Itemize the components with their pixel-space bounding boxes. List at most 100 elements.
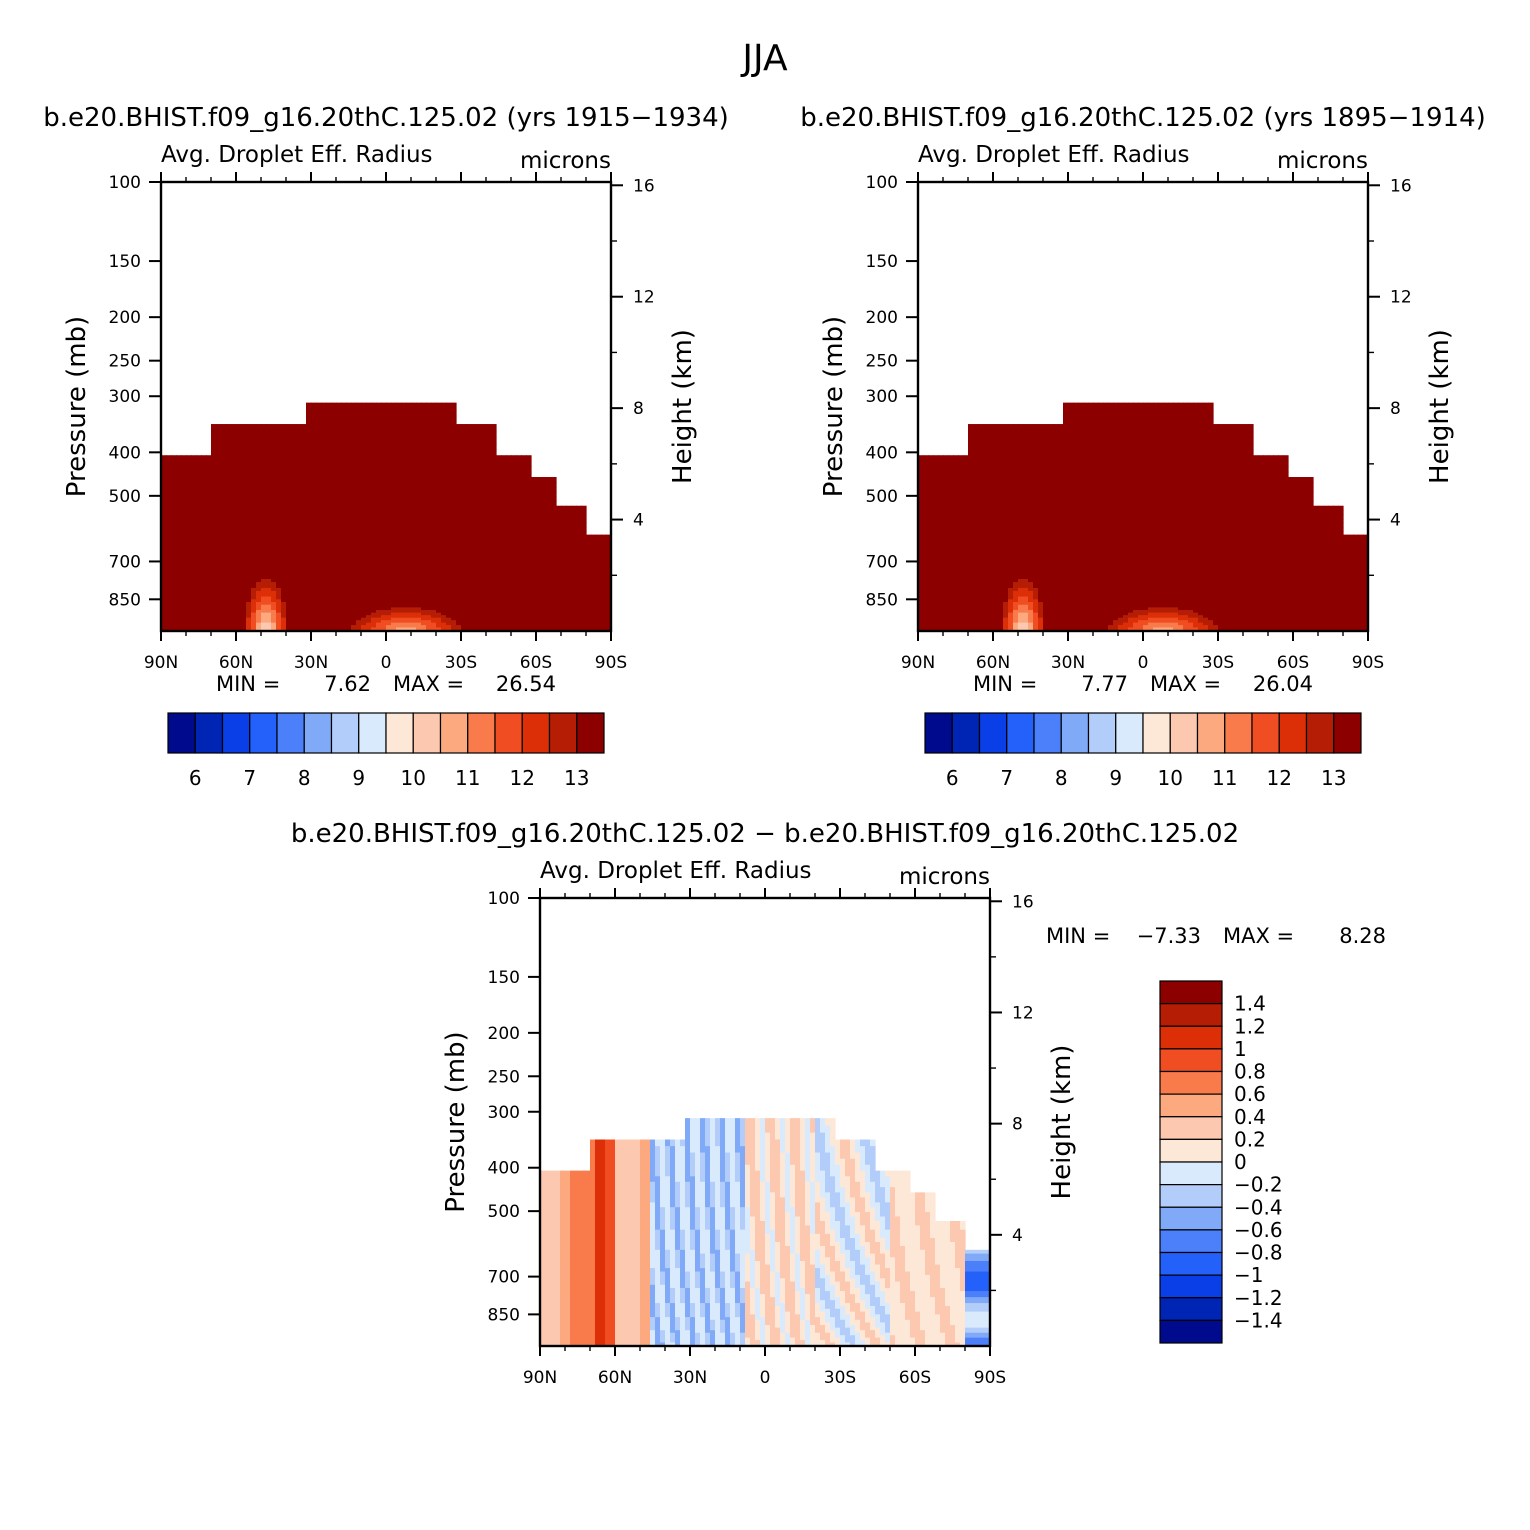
colorbar-swatch xyxy=(1159,1184,1223,1208)
x-axis: 90N 60N 30N 0 30S 60S 90S xyxy=(901,172,1384,673)
colorbar-label: 0.2 xyxy=(1234,1127,1266,1151)
y2-tick-label: 16 xyxy=(1390,176,1412,196)
colorbar-label: 0.6 xyxy=(1234,1082,1266,1106)
colorbar-swatch xyxy=(467,712,496,754)
y-tick-label: 850 xyxy=(488,1305,520,1325)
colorbar-swatch xyxy=(439,712,469,754)
case-title: b.e20.BHIST.f09_g16.20thC.125.02 − b.e20… xyxy=(291,819,1239,849)
y2-tick-label: 8 xyxy=(633,399,644,419)
x-axis: 90N 60N 30N 0 30S 60S 90S xyxy=(144,172,627,673)
y-axis: 100 150 200 250 300 400 500 700 850 Pressure (mb) xyxy=(819,173,918,610)
min-max-readout: MIN = 7.77 MAX = 26.04 xyxy=(973,672,1313,696)
colorbar-swatch xyxy=(521,712,551,754)
colorbar-label: 13 xyxy=(564,766,589,790)
y2-tick-label: 12 xyxy=(1012,1003,1034,1023)
colorbar-label: −1.2 xyxy=(1234,1286,1283,1310)
y-tick-label: 500 xyxy=(866,487,898,507)
colorbar-swatch xyxy=(1159,980,1223,1005)
y-tick-label: 500 xyxy=(109,487,141,507)
y-tick-label: 700 xyxy=(488,1268,520,1288)
y-tick-label: 300 xyxy=(109,387,141,407)
min-max-readout: MIN = 7.62 MAX = 26.54 xyxy=(216,672,556,696)
colorbar-label: −0.4 xyxy=(1234,1195,1283,1219)
y-tick-label: 250 xyxy=(866,352,898,372)
colorbar-swatch xyxy=(1278,712,1308,754)
y-tick-label: 700 xyxy=(866,552,898,572)
case-title: b.e20.BHIST.f09_g16.20thC.125.02 (yrs 18… xyxy=(800,103,1486,133)
max-value: 26.54 xyxy=(496,672,556,696)
colorbar-swatch xyxy=(412,712,442,754)
figure-title: JJA xyxy=(740,38,788,79)
colorbar-swatch xyxy=(358,712,387,754)
max-label: MAX = xyxy=(1150,672,1221,696)
colorbar-label: 11 xyxy=(455,766,480,790)
y2-tick-label: 8 xyxy=(1390,399,1401,419)
colorbar-label: 12 xyxy=(1267,766,1292,790)
colorbar-swatch xyxy=(1159,1251,1223,1276)
colorbar-swatch xyxy=(1159,1070,1223,1095)
y-tick-label: 700 xyxy=(109,552,141,572)
colorbar-swatch xyxy=(167,712,196,754)
units-label: microns xyxy=(520,148,611,174)
y-tick-label: 200 xyxy=(488,1024,520,1044)
x-tick-label: 0 xyxy=(1138,653,1149,673)
colorbar-swatch xyxy=(924,712,953,754)
panel-left: b.e20.BHIST.f09_g16.20thC.125.02 (yrs 19… xyxy=(43,103,729,790)
colorbar: 6 7 8 9 10 11 12 13 xyxy=(167,712,605,790)
y-tick-label: 200 xyxy=(866,308,898,328)
colorbar-swatch xyxy=(385,712,414,754)
colorbar-swatch xyxy=(1159,1161,1223,1186)
colorbar-label: 9 xyxy=(352,766,365,790)
x-tick-label: 60N xyxy=(976,653,1010,673)
colorbar-label: 13 xyxy=(1321,766,1346,790)
y-tick-label: 250 xyxy=(109,352,141,372)
min-value: 7.77 xyxy=(1081,672,1128,696)
y-tick-label: 150 xyxy=(866,252,898,272)
colorbar-swatch xyxy=(1115,712,1144,754)
colorbar-swatch xyxy=(1159,1025,1223,1050)
colorbar-swatch xyxy=(303,712,333,754)
y-tick-label: 150 xyxy=(488,968,520,988)
x-tick-label: 0 xyxy=(760,1368,771,1388)
y-tick-label: 100 xyxy=(488,889,520,909)
colorbar-swatch xyxy=(1159,1206,1223,1231)
colorbar-swatch xyxy=(1159,1116,1223,1140)
colorbar-swatch xyxy=(1159,1319,1223,1344)
colorbar-label: 8 xyxy=(298,766,311,790)
y-tick-label: 400 xyxy=(109,443,141,463)
colorbar-swatch xyxy=(1159,1229,1223,1254)
colorbar-swatch xyxy=(330,712,360,754)
x-tick-label: 30S xyxy=(445,653,477,673)
colorbar-label: −1 xyxy=(1234,1263,1263,1287)
max-value: 8.28 xyxy=(1339,924,1386,948)
y-tick-label: 500 xyxy=(488,1202,520,1222)
y-tick-label: 300 xyxy=(866,387,898,407)
colorbar-swatch xyxy=(1159,1138,1223,1163)
colorbar-swatch xyxy=(951,712,981,754)
colorbar-label: 10 xyxy=(401,766,426,790)
variable-title: Avg. Droplet Eff. Radius xyxy=(540,858,812,884)
colorbar: 6 7 8 9 10 11 12 13 xyxy=(924,712,1362,790)
colorbar-label: 7 xyxy=(243,766,256,790)
colorbar-swatch xyxy=(1224,712,1253,754)
colorbar-label: 0.8 xyxy=(1234,1060,1266,1084)
colorbar-label: −0.8 xyxy=(1234,1241,1283,1265)
y2-tick-label: 12 xyxy=(633,288,655,308)
colorbar-swatch xyxy=(1169,712,1199,754)
y-axis-label: Pressure (mb) xyxy=(441,1031,471,1212)
y2-axis-label: Height (km) xyxy=(1047,1045,1077,1200)
colorbar-swatch xyxy=(1159,1093,1223,1118)
colorbar-swatch xyxy=(1333,712,1362,754)
colorbar-swatch xyxy=(1159,1297,1223,1321)
panel-diff: b.e20.BHIST.f09_g16.20thC.125.02 − b.e20… xyxy=(291,819,1386,1388)
colorbar-swatch xyxy=(548,712,578,754)
y-axis: 100 150 200 250 300 400 500 700 850 Pressure (mb) xyxy=(62,173,161,610)
colorbar-label: −0.2 xyxy=(1234,1173,1283,1197)
x-tick-label: 30N xyxy=(1051,653,1085,673)
x-tick-label: 60S xyxy=(1277,653,1309,673)
colorbar-swatch xyxy=(1159,1274,1223,1299)
colorbar-swatch xyxy=(1251,712,1280,754)
colorbar-swatch xyxy=(276,712,305,754)
colorbar-swatch xyxy=(249,712,278,754)
